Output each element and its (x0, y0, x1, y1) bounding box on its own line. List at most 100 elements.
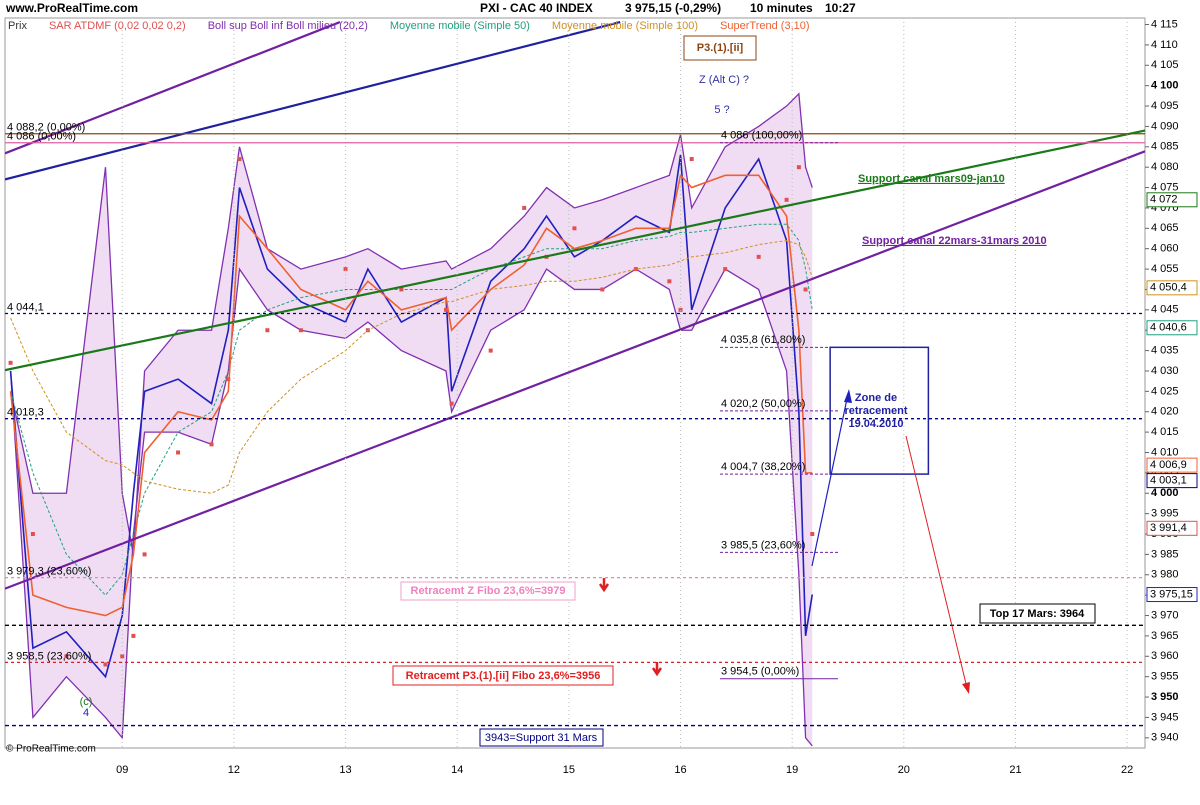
sar-dot (522, 205, 527, 210)
sar-dot (131, 633, 136, 638)
y-tick-label: 4 055 (1151, 263, 1179, 275)
price-tag (1146, 280, 1198, 296)
series-line (10, 240, 813, 494)
sar-dot (30, 532, 35, 537)
y-tick-label: 4 110 (1151, 39, 1178, 51)
chart-title: PXI - CAC 40 INDEX (480, 1, 593, 15)
plot (5, 21, 1145, 747)
level-label: 3 958,5 (23,60%) (7, 650, 91, 662)
arrow-head (844, 389, 852, 403)
y-tick-label: 4 080 (1151, 161, 1179, 173)
x-tick-label: 09 (116, 764, 128, 776)
retr-label: Retracemt Z Fibo 23,6%=3979 (411, 585, 566, 597)
sar-dot (756, 254, 761, 259)
boll-band (10, 93, 813, 746)
fibo-label: 3 985,5 (23,60%) (721, 539, 805, 551)
y-tick-label: 4 015 (1151, 426, 1179, 438)
y-tick-label: 3 985 (1151, 548, 1179, 560)
y-tick-label: 3 970 (1151, 609, 1179, 621)
x-tick-label: 13 (339, 764, 351, 776)
price-tag-label: 4 003,1 (1150, 475, 1187, 487)
last-price: 3 975,15 (-0,29%) (625, 1, 721, 15)
price-tag-label: 3 991,4 (1150, 522, 1187, 534)
boll-lower (9, 267, 813, 747)
fibo-label: 4 086 (100,00%) (721, 130, 802, 142)
wave-c: (c) (80, 696, 93, 708)
sar-dot (803, 287, 808, 292)
price-tag-label: 4 072 (1150, 194, 1178, 206)
fibo-label: 4 004,7 (38,20%) (721, 461, 805, 473)
top-box (979, 603, 1096, 624)
y-tick-label: 3 940 (1151, 732, 1179, 744)
legend-entry: Moyenne mobile (Simple 50) (390, 20, 530, 32)
sar-dot (600, 287, 605, 292)
trendline (5, 129, 1145, 372)
zone-label-line: Zone de (855, 392, 897, 404)
trendline-label: Support canal 22mars-31mars 2010 (862, 235, 1047, 247)
series-line (9, 173, 813, 617)
level-label: 4 018,3 (7, 407, 44, 419)
x-tick-label: 20 (898, 764, 910, 776)
sar-dot (265, 328, 270, 333)
y-tick-label: 4 085 (1151, 141, 1179, 153)
time: 10:27 (825, 1, 856, 15)
y-tick-label: 3 960 (1151, 650, 1179, 662)
sar-dot (142, 552, 147, 557)
y-tick-label: 4 025 (1151, 385, 1179, 397)
zone-label: Zone de retracement 19.04.2010 (845, 392, 908, 430)
x-tick-label: 19 (786, 764, 798, 776)
sar-dot (667, 279, 672, 284)
sar-dot (449, 401, 454, 406)
legend-entry: Moyenne mobile (Simple 100) (552, 20, 698, 32)
sar-dot (723, 267, 728, 272)
price-tag-label: 3 975,15 (1150, 588, 1193, 600)
sar-dot (298, 328, 303, 333)
interval: 10 minutes (750, 1, 813, 15)
x-tick-label: 14 (451, 764, 463, 776)
sar-dot (784, 197, 789, 202)
sar-dot (678, 307, 683, 312)
y-tick-label: 3 995 (1151, 508, 1179, 520)
zone-label-line: 19.04.2010 (848, 418, 903, 430)
trendline (5, 21, 341, 155)
support-box (479, 728, 604, 747)
copyright: © ProRealTime.com (6, 744, 96, 755)
y-tick-label: 4 065 (1151, 222, 1179, 234)
level-label: 4 086 (0,00%) (7, 131, 76, 143)
trendline-label: Support canal mars09-jan10 (858, 173, 1005, 185)
retr-box (400, 581, 576, 601)
price-tag (1146, 520, 1198, 536)
price-tag-label: 4 040,6 (1150, 322, 1187, 334)
y-tick-label: 4 045 (1151, 304, 1179, 316)
y-tick-label: 4 095 (1151, 100, 1179, 112)
y-tick-label: 4 035 (1151, 345, 1179, 357)
sar-dot (633, 267, 638, 272)
level-label: 3 979,3 (23,60%) (7, 566, 91, 578)
y-tick-label: 4 100 (1151, 80, 1179, 92)
sar-dot (237, 157, 242, 162)
sar-dot (8, 360, 13, 365)
y-tick-label: 4 000 (1151, 487, 1179, 499)
fibo-label: 3 954,5 (0,00%) (721, 666, 799, 678)
y-tick-label: 4 075 (1151, 181, 1179, 193)
wave-label: Z (Alt C) ? (699, 74, 749, 86)
price-tag (1146, 320, 1198, 336)
wave-box (683, 35, 757, 61)
legend-entry: SAR ATDMF (0,02 0,02 0,2) (49, 20, 186, 32)
sar-dot (572, 226, 577, 231)
fibo-label: 4 035,8 (61,80%) (721, 334, 805, 346)
y-tick-label: 3 945 (1151, 711, 1179, 723)
price-tag (1146, 587, 1198, 603)
site: www.ProRealTime.com (5, 1, 138, 15)
sar-dot (64, 654, 69, 659)
boll-upper (9, 92, 813, 555)
arrow-head (962, 682, 970, 694)
y-tick-label: 4 090 (1151, 120, 1179, 132)
top-label: Top 17 Mars: 3964 (990, 608, 1085, 620)
arrow (598, 578, 610, 593)
sar-dot (209, 442, 214, 447)
x-tick-label: 15 (563, 764, 575, 776)
sar-dot (689, 157, 694, 162)
trendline (5, 150, 1145, 590)
